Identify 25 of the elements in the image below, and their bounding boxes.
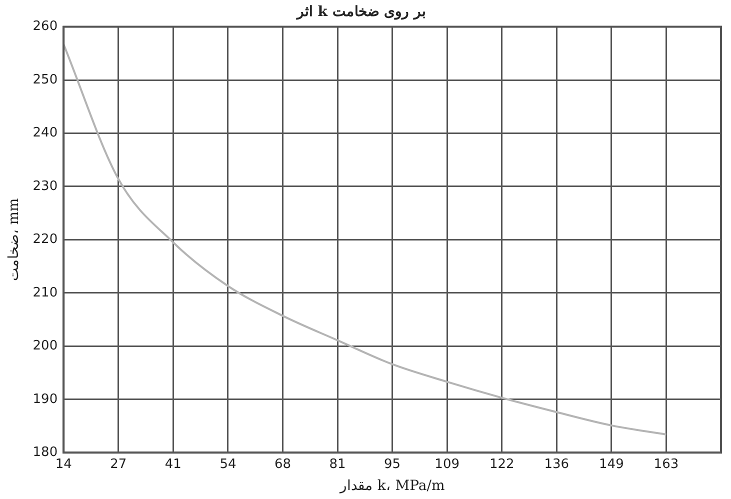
y-axis-title: ضخامت، mm (6, 198, 22, 282)
x-tick-label: 136 (544, 456, 570, 472)
x-tick-label: 14 (55, 456, 72, 472)
x-tick-label: 163 (654, 456, 679, 472)
y-tick-label: 220 (32, 232, 58, 248)
x-tick-label: 27 (110, 456, 127, 472)
x-tick-label: 54 (220, 456, 236, 472)
y-tick-label: 200 (32, 338, 58, 354)
y-tick-label: 250 (32, 72, 58, 88)
line-series (62, 43, 668, 436)
y-tick-label: 230 (32, 178, 58, 194)
y-tick-label: 240 (32, 126, 58, 141)
x-tick-label: 109 (434, 456, 460, 472)
y-tick-label: 180 (32, 444, 58, 460)
x-axis-title: مقدار k، MPa/m (338, 478, 445, 494)
x-tick-label: 122 (489, 456, 514, 472)
y-tick-label: 190 (32, 392, 58, 407)
y-tick-label: 210 (32, 285, 58, 300)
y-tick-label: 260 (32, 19, 58, 34)
chart-title: اثر k بر روی ضخامت (296, 4, 426, 20)
x-tick-label: 95 (384, 456, 401, 472)
x-tick-label: 81 (329, 456, 346, 472)
x-tick-label: 149 (599, 456, 624, 472)
x-tick-label: 41 (164, 456, 182, 472)
x-tick-label: 68 (274, 456, 292, 472)
